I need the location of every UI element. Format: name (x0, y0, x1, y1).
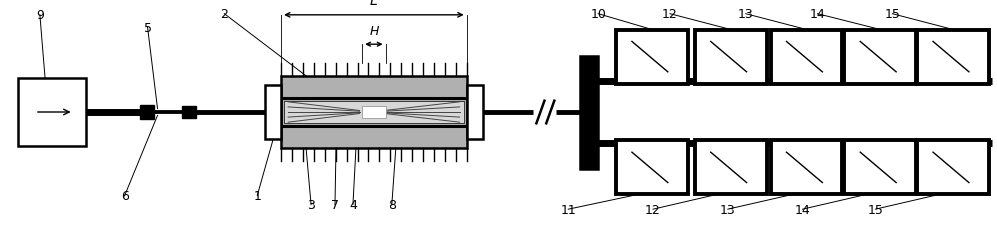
Bar (284, 101, 464, 124)
Bar (695, 141, 767, 195)
Text: 1: 1 (253, 189, 261, 202)
Text: H: H (369, 25, 379, 38)
Text: 6: 6 (121, 189, 129, 202)
Bar (580, 56, 598, 169)
Bar (265, 86, 281, 140)
Text: 4: 4 (349, 198, 357, 211)
Text: 13: 13 (720, 203, 736, 216)
Text: 2: 2 (220, 8, 228, 21)
Text: 3: 3 (307, 198, 315, 211)
Bar (362, 106, 386, 119)
Bar (18, 79, 86, 146)
Bar (467, 86, 483, 140)
Text: 15: 15 (867, 203, 883, 216)
Bar (844, 141, 916, 195)
Text: 15: 15 (884, 8, 900, 21)
Text: 9: 9 (36, 9, 44, 22)
Text: 5: 5 (144, 22, 152, 35)
Bar (771, 30, 842, 84)
Bar (695, 30, 767, 84)
Text: 8: 8 (388, 198, 396, 211)
Bar (844, 30, 916, 84)
Bar (771, 141, 842, 195)
Text: L: L (370, 0, 378, 8)
Text: 13: 13 (738, 8, 754, 21)
Bar (917, 141, 989, 195)
Bar (616, 30, 688, 84)
Text: 12: 12 (662, 8, 678, 21)
Bar (917, 30, 989, 84)
Bar (140, 105, 154, 120)
Bar (616, 141, 688, 195)
Text: 14: 14 (795, 203, 811, 216)
Bar (182, 107, 196, 118)
Text: 11: 11 (560, 203, 576, 216)
Text: 7: 7 (331, 198, 339, 211)
Text: 12: 12 (645, 203, 661, 216)
Bar (281, 76, 467, 148)
Text: 14: 14 (810, 8, 826, 21)
Text: 10: 10 (590, 8, 606, 21)
